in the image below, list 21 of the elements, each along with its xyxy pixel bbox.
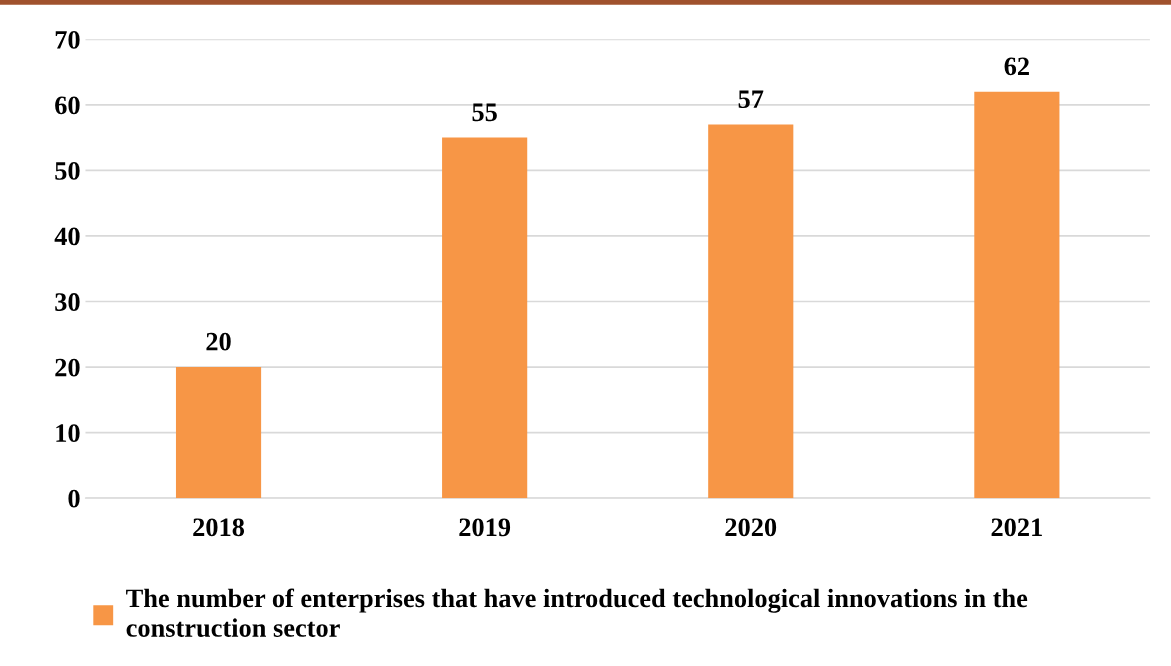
- y-tick-label: 10: [56, 424, 80, 443]
- y-tick-label: 30: [55, 293, 80, 311]
- y-tick-label: 40: [54, 227, 80, 246]
- bar: [708, 124, 794, 499]
- x-tick-label: 2020: [725, 518, 777, 537]
- bar: [442, 137, 528, 499]
- bar: [175, 367, 262, 499]
- y-tick-label: 70: [55, 30, 80, 49]
- legend-label: The number of enterprises that have introduced technological innovations in the construction sector: [126, 588, 1028, 637]
- y-tick-label: 60: [55, 96, 80, 115]
- bar: [974, 91, 1060, 499]
- x-tick-label: 2018: [193, 518, 245, 537]
- x-tick-label: 2019: [459, 518, 511, 537]
- data-label: 57: [738, 90, 764, 109]
- y-tick-label: 0: [68, 489, 80, 508]
- x-tick-label: 2021: [991, 518, 1042, 537]
- data-label: 20: [206, 332, 231, 351]
- y-tick-label: 50: [55, 162, 80, 180]
- data-label: 62: [1004, 57, 1029, 76]
- data-label: 55: [472, 103, 497, 122]
- y-tick-label: 20: [55, 358, 80, 377]
